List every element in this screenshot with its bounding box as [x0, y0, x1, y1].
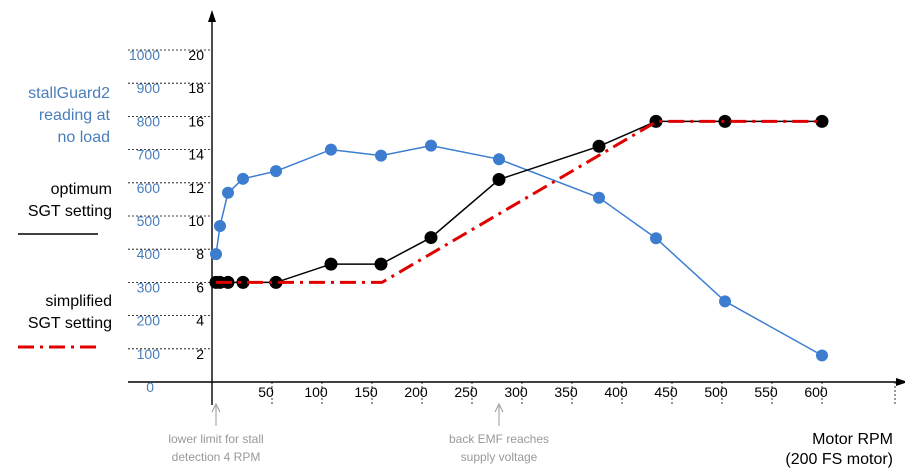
right-tick-label: 20 — [188, 47, 204, 63]
data-point — [374, 257, 388, 271]
data-point — [214, 219, 226, 232]
data-point — [237, 172, 249, 185]
left-tick-label: 200 — [137, 313, 161, 329]
right-tick-label: 4 — [196, 313, 204, 329]
annotation-text: supply voltage — [461, 450, 538, 464]
axes — [128, 10, 905, 405]
data-point — [650, 232, 662, 245]
left-axis-label: no load — [58, 129, 111, 146]
left-tick-label: 900 — [137, 80, 161, 96]
x-axis-label: Motor RPM — [812, 431, 893, 448]
left-tick-label: 0 — [146, 379, 154, 395]
x-tick-label: 550 — [754, 384, 778, 400]
right-tick-label: 6 — [196, 279, 204, 295]
annotation-text: back EMF reaches — [449, 432, 549, 446]
data-point — [592, 139, 606, 153]
legend: stallGuard2 reading at no load optimum SGT s… — [18, 85, 112, 349]
grid — [128, 49, 896, 405]
x-tick-label: 600 — [804, 384, 828, 400]
right-tick-label: 14 — [188, 147, 204, 163]
x-tick-label: 150 — [354, 384, 378, 400]
left-tick-label: 500 — [137, 213, 161, 229]
left-tick-label: 300 — [137, 279, 161, 295]
x-tick-label: 450 — [654, 384, 678, 400]
annotation-arrowhead — [494, 402, 504, 413]
left-tick-label: 600 — [137, 180, 161, 196]
data-point — [375, 149, 387, 162]
data-point — [324, 257, 338, 271]
x-tick-label: 200 — [404, 384, 428, 400]
left-tick-label: 100 — [137, 346, 161, 362]
data-point — [270, 165, 282, 178]
data-point — [425, 139, 437, 152]
x-tick-label: 500 — [704, 384, 728, 400]
annotation-text: lower limit for stall — [168, 432, 263, 446]
tick-labels: 0 100 200 300 400 500 600 700 800 900 1000 2 4 6 8 10 12… — [129, 47, 893, 468]
data-point — [493, 153, 505, 166]
series-line — [215, 144, 823, 357]
left-tick-label: 400 — [137, 246, 161, 262]
legend-label-optimum: SGT setting — [28, 203, 112, 220]
left-axis-label: reading at — [39, 107, 111, 124]
data-point — [325, 143, 337, 156]
annotation-text: detection 4 RPM — [172, 450, 261, 464]
left-tick-label: 1000 — [129, 47, 160, 63]
x-tick-label: 300 — [504, 384, 528, 400]
data-point — [719, 295, 731, 308]
annotations: lower limit for stall detection 4 RPM back… — [168, 402, 549, 464]
data-point — [593, 191, 605, 204]
series-layer — [209, 114, 829, 362]
x-axis-arrow — [896, 378, 905, 386]
data-point — [718, 114, 732, 128]
data-point — [492, 172, 506, 186]
data-point — [816, 349, 828, 362]
x-tick-label: 100 — [304, 384, 328, 400]
data-point — [269, 275, 283, 289]
x-tick-label: 400 — [604, 384, 628, 400]
data-point — [236, 275, 250, 289]
data-point — [424, 231, 438, 245]
right-tick-label: 16 — [188, 113, 204, 129]
legend-label-simplified: simplified — [45, 293, 112, 310]
y-axis-arrow — [208, 10, 216, 22]
data-point — [815, 114, 829, 128]
legend-label-simplified: SGT setting — [28, 315, 112, 332]
data-point — [210, 248, 222, 261]
right-tick-label: 10 — [188, 213, 204, 229]
left-axis-label: stallGuard2 — [28, 85, 110, 102]
right-tick-label: 12 — [188, 180, 204, 196]
right-tick-label: 18 — [188, 80, 204, 96]
annotation-arrowhead — [211, 402, 221, 413]
x-axis-label: (200 FS motor) — [785, 451, 893, 468]
data-point — [222, 186, 234, 199]
right-tick-label: 2 — [196, 346, 204, 362]
right-tick-label: 8 — [196, 246, 204, 262]
series-line — [216, 119, 822, 284]
x-tick-label: 350 — [554, 384, 578, 400]
legend-label-optimum: optimum — [51, 181, 112, 198]
left-tick-label: 700 — [137, 147, 161, 163]
x-tick-label: 250 — [454, 384, 478, 400]
left-tick-label: 800 — [137, 113, 161, 129]
x-tick-label: 50 — [258, 384, 274, 400]
